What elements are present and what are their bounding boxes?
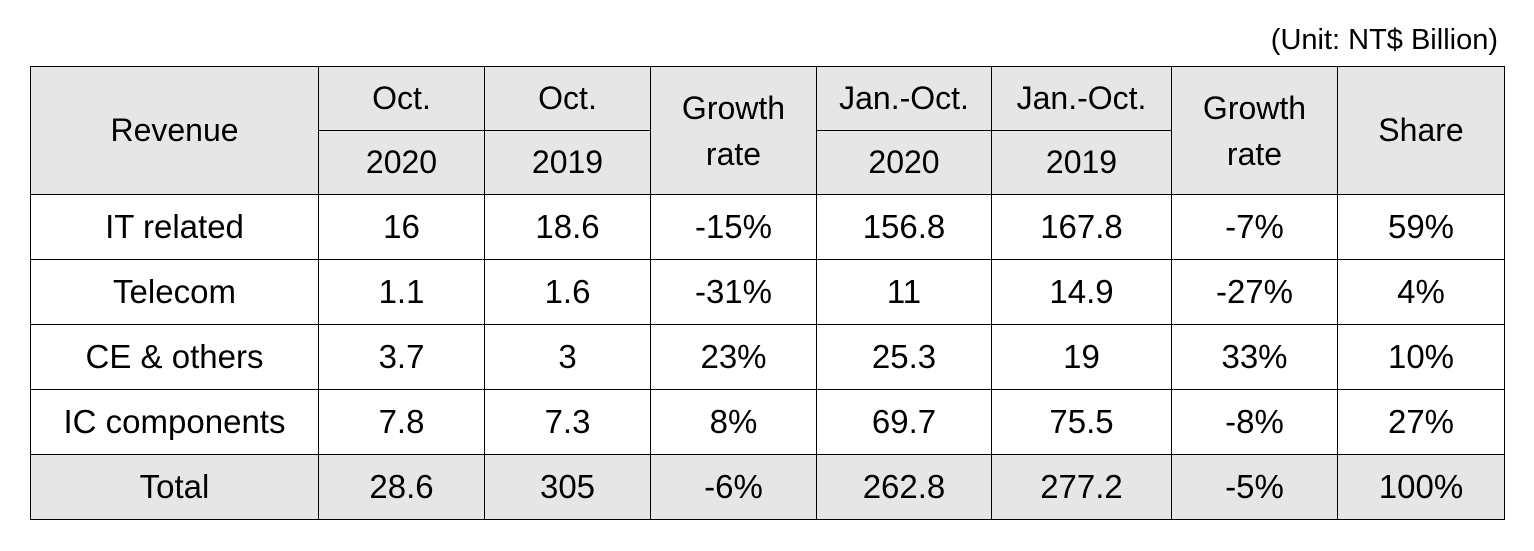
table-row: IC components 7.8 7.3 8% 69.7 75.5 -8% 2… bbox=[30, 389, 1505, 455]
header-share: Share bbox=[1337, 66, 1505, 195]
cell-share: 4% bbox=[1337, 259, 1505, 325]
header-year-oct-2019: 2019 bbox=[484, 130, 651, 195]
cell-oct-2019: 1.6 bbox=[484, 259, 651, 325]
header-growth-line1: Growth bbox=[681, 89, 786, 126]
cell-oct-2019: 3 bbox=[484, 324, 651, 390]
header-jan-oct-2020: Jan.-Oct. bbox=[816, 66, 992, 131]
cell-oct-growth: 23% bbox=[650, 324, 817, 390]
cell-category: Telecom bbox=[30, 259, 319, 325]
header-year-oct-2020: 2020 bbox=[318, 130, 485, 195]
cell-jan-oct-2020: 69.7 bbox=[816, 389, 992, 455]
cell-oct-2020: 16 bbox=[318, 194, 485, 260]
cell-oct-2019: 305 bbox=[484, 454, 651, 520]
cell-jan-oct-2020: 11 bbox=[816, 259, 992, 325]
header-revenue: Revenue bbox=[30, 66, 319, 195]
table-header: Revenue Oct. Oct. Growth rate Jan.-Oct. … bbox=[30, 66, 1505, 195]
cell-oct-growth: -6% bbox=[650, 454, 817, 520]
cell-oct-2020: 1.1 bbox=[318, 259, 485, 325]
unit-note: (Unit: NT$ Billion) bbox=[1270, 24, 1498, 56]
cell-jan-oct-2020: 262.8 bbox=[816, 454, 992, 520]
header-row-1: Revenue Oct. Oct. Growth rate Jan.-Oct. … bbox=[30, 66, 1505, 195]
cell-jan-oct-2019: 75.5 bbox=[991, 389, 1172, 455]
cell-category: Total bbox=[30, 454, 319, 520]
header-year-jan-oct-2019: 2019 bbox=[991, 130, 1172, 195]
header-growth-line1: Growth bbox=[1202, 89, 1307, 126]
cell-oct-2019: 7.3 bbox=[484, 389, 651, 455]
cell-jan-oct-2019: 167.8 bbox=[991, 194, 1172, 260]
cell-oct-growth: 8% bbox=[650, 389, 817, 455]
table-body: IT related 16 18.6 -15% 156.8 167.8 -7% … bbox=[30, 194, 1505, 520]
cell-category: IC components bbox=[30, 389, 319, 455]
cell-jan-oct-growth: -27% bbox=[1171, 259, 1338, 325]
revenue-table: Revenue Oct. Oct. Growth rate Jan.-Oct. … bbox=[30, 66, 1505, 520]
cell-oct-2020: 7.8 bbox=[318, 389, 485, 455]
cell-share: 27% bbox=[1337, 389, 1505, 455]
header-growth-line2: rate bbox=[705, 135, 762, 172]
cell-jan-oct-2020: 156.8 bbox=[816, 194, 992, 260]
table-row: CE & others 3.7 3 23% 25.3 19 33% 10% bbox=[30, 324, 1505, 390]
header-jan-oct-growth: Growth rate bbox=[1171, 66, 1338, 195]
cell-jan-oct-growth: 33% bbox=[1171, 324, 1338, 390]
cell-jan-oct-growth: -5% bbox=[1171, 454, 1338, 520]
header-oct-growth: Growth rate bbox=[650, 66, 817, 195]
cell-oct-2020: 28.6 bbox=[318, 454, 485, 520]
header-oct-2020: Oct. bbox=[318, 66, 485, 131]
cell-jan-oct-2020: 25.3 bbox=[816, 324, 992, 390]
total-row: Total 28.6 305 -6% 262.8 277.2 -5% 100% bbox=[30, 454, 1505, 520]
header-jan-oct-2019: Jan.-Oct. bbox=[991, 66, 1172, 131]
cell-jan-oct-2019: 19 bbox=[991, 324, 1172, 390]
table-row: IT related 16 18.6 -15% 156.8 167.8 -7% … bbox=[30, 194, 1505, 260]
cell-share: 10% bbox=[1337, 324, 1505, 390]
cell-category: IT related bbox=[30, 194, 319, 260]
header-row-2: 2020 2019 2020 2019 bbox=[31, 130, 1505, 195]
cell-share: 100% bbox=[1337, 454, 1505, 520]
cell-jan-oct-growth: -8% bbox=[1171, 389, 1338, 455]
cell-jan-oct-2019: 277.2 bbox=[991, 454, 1172, 520]
cell-category: CE & others bbox=[30, 324, 319, 390]
cell-oct-2019: 18.6 bbox=[484, 194, 651, 260]
table-row: Telecom 1.1 1.6 -31% 11 14.9 -27% 4% bbox=[30, 259, 1505, 325]
header-oct-2019: Oct. bbox=[484, 66, 651, 131]
cell-oct-growth: -31% bbox=[650, 259, 817, 325]
cell-jan-oct-growth: -7% bbox=[1171, 194, 1338, 260]
cell-oct-growth: -15% bbox=[650, 194, 817, 260]
header-year-jan-oct-2020: 2020 bbox=[816, 130, 992, 195]
cell-share: 59% bbox=[1337, 194, 1505, 260]
cell-jan-oct-2019: 14.9 bbox=[991, 259, 1172, 325]
cell-oct-2020: 3.7 bbox=[318, 324, 485, 390]
header-growth-line2: rate bbox=[1226, 135, 1283, 172]
